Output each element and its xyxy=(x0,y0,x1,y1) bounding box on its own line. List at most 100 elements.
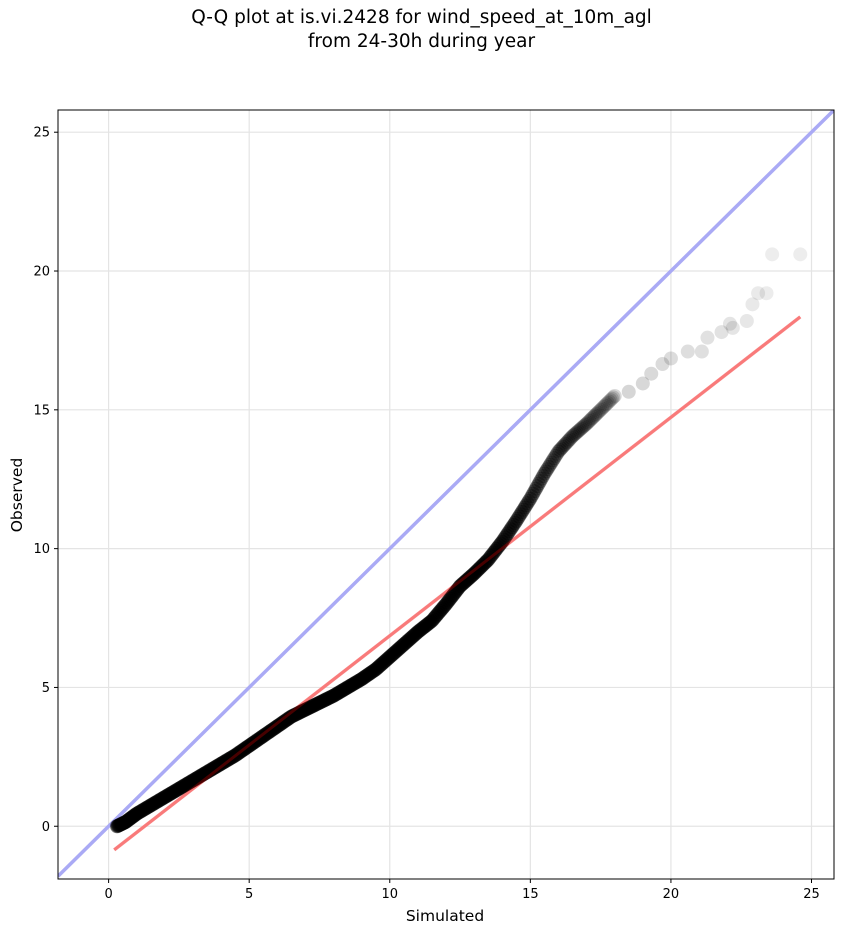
qq-point xyxy=(543,457,558,472)
qq-point xyxy=(571,424,586,439)
qq-point xyxy=(566,427,581,442)
qq-point xyxy=(552,442,567,457)
qq-point xyxy=(589,406,604,421)
qq-point xyxy=(588,408,603,423)
qq-point xyxy=(488,543,503,558)
qq-point xyxy=(597,398,612,413)
qq-point xyxy=(575,420,590,435)
x-tick-label: 20 xyxy=(663,887,680,902)
qq-point xyxy=(593,402,608,417)
chart-title: Q-Q plot at is.vi.2428 for wind_speed_at… xyxy=(191,7,652,28)
qq-tail-point xyxy=(621,384,636,399)
qq-point xyxy=(505,520,520,535)
qq-tail-point xyxy=(765,247,780,262)
y-tick-label: 15 xyxy=(33,403,50,418)
qq-point xyxy=(606,390,621,405)
qq-point xyxy=(506,518,521,533)
qq-point xyxy=(516,502,531,517)
qq-point xyxy=(592,404,607,419)
x-tick-label: 0 xyxy=(104,887,112,902)
qq-point xyxy=(521,493,536,508)
qq-point xyxy=(544,455,559,470)
qq-point xyxy=(582,413,597,428)
chart-subtitle: from 24-30h during year xyxy=(307,31,536,52)
qq-point xyxy=(499,528,514,543)
qq-point xyxy=(550,446,565,461)
qq-point xyxy=(514,504,529,519)
qq-point xyxy=(485,547,500,562)
qq-tail-point xyxy=(751,286,766,301)
qq-tail-point xyxy=(680,344,695,359)
qq-point xyxy=(580,415,595,430)
qq-point xyxy=(572,422,587,437)
qq-point xyxy=(533,474,548,489)
qq-point xyxy=(569,425,584,440)
qq-point xyxy=(538,464,553,479)
qq-point xyxy=(492,538,507,553)
qq-point xyxy=(540,462,555,477)
qq-point xyxy=(565,429,580,444)
x-tick-label: 15 xyxy=(522,887,539,902)
qq-point xyxy=(579,416,594,431)
qq-point xyxy=(583,412,598,427)
qq-point xyxy=(486,545,501,560)
qq-point xyxy=(489,541,504,556)
y-tick-label: 25 xyxy=(33,126,50,141)
qq-tail-point xyxy=(635,376,650,391)
qq-point xyxy=(500,526,515,541)
x-tick-label: 5 xyxy=(245,887,253,902)
chart-title-block: Q-Q plot at is.vi.2428 for wind_speed_at… xyxy=(0,6,843,54)
qq-point xyxy=(498,530,513,545)
qq-point xyxy=(520,496,535,511)
qq-point xyxy=(604,391,619,406)
qq-tail-point xyxy=(694,344,709,359)
qq-tail-point xyxy=(663,351,678,366)
qq-point xyxy=(600,395,615,410)
qq-point xyxy=(502,524,517,539)
qq-point xyxy=(545,453,560,468)
qq-point xyxy=(548,448,563,463)
qq-tail-point xyxy=(722,316,737,331)
qq-point xyxy=(562,432,577,447)
qq-point xyxy=(530,479,545,494)
qq-point xyxy=(483,549,498,564)
x-tick-label: 10 xyxy=(381,887,398,902)
qq-point xyxy=(578,417,593,432)
reference-lines xyxy=(58,110,834,878)
y-axis-label: Observed xyxy=(8,458,26,533)
qq-point xyxy=(507,515,522,530)
qq-point xyxy=(596,400,611,415)
qq-point xyxy=(493,536,508,551)
qq-point xyxy=(531,476,546,491)
qq-tail-point xyxy=(759,286,774,301)
qq-point xyxy=(590,405,605,420)
qq-point xyxy=(510,511,525,526)
qq-point xyxy=(523,491,538,506)
qq-point xyxy=(564,430,579,445)
qq-point xyxy=(537,466,552,481)
qq-point xyxy=(559,435,574,450)
qq-point xyxy=(503,522,518,537)
qq-tail-point xyxy=(745,297,760,312)
identity-line xyxy=(58,110,834,878)
qq-point xyxy=(561,433,576,448)
qq-tail-point xyxy=(725,320,740,335)
qq-point xyxy=(513,507,528,522)
y-tick-label: 0 xyxy=(42,820,50,835)
qq-point xyxy=(512,509,527,524)
qq-point xyxy=(607,388,622,403)
qq-point xyxy=(555,439,570,454)
y-tick-label: 10 xyxy=(33,542,50,557)
qq-point xyxy=(526,486,541,501)
grid-lines xyxy=(58,110,834,879)
qq-tail-point xyxy=(714,325,729,340)
qq-tail-point xyxy=(793,247,808,262)
qq-point xyxy=(491,540,506,555)
qq-point xyxy=(558,436,573,451)
qq-point xyxy=(528,481,543,496)
qq-tail-point xyxy=(739,313,754,328)
data-points xyxy=(110,247,808,834)
qq-point xyxy=(517,500,532,515)
qq-point xyxy=(496,532,511,547)
